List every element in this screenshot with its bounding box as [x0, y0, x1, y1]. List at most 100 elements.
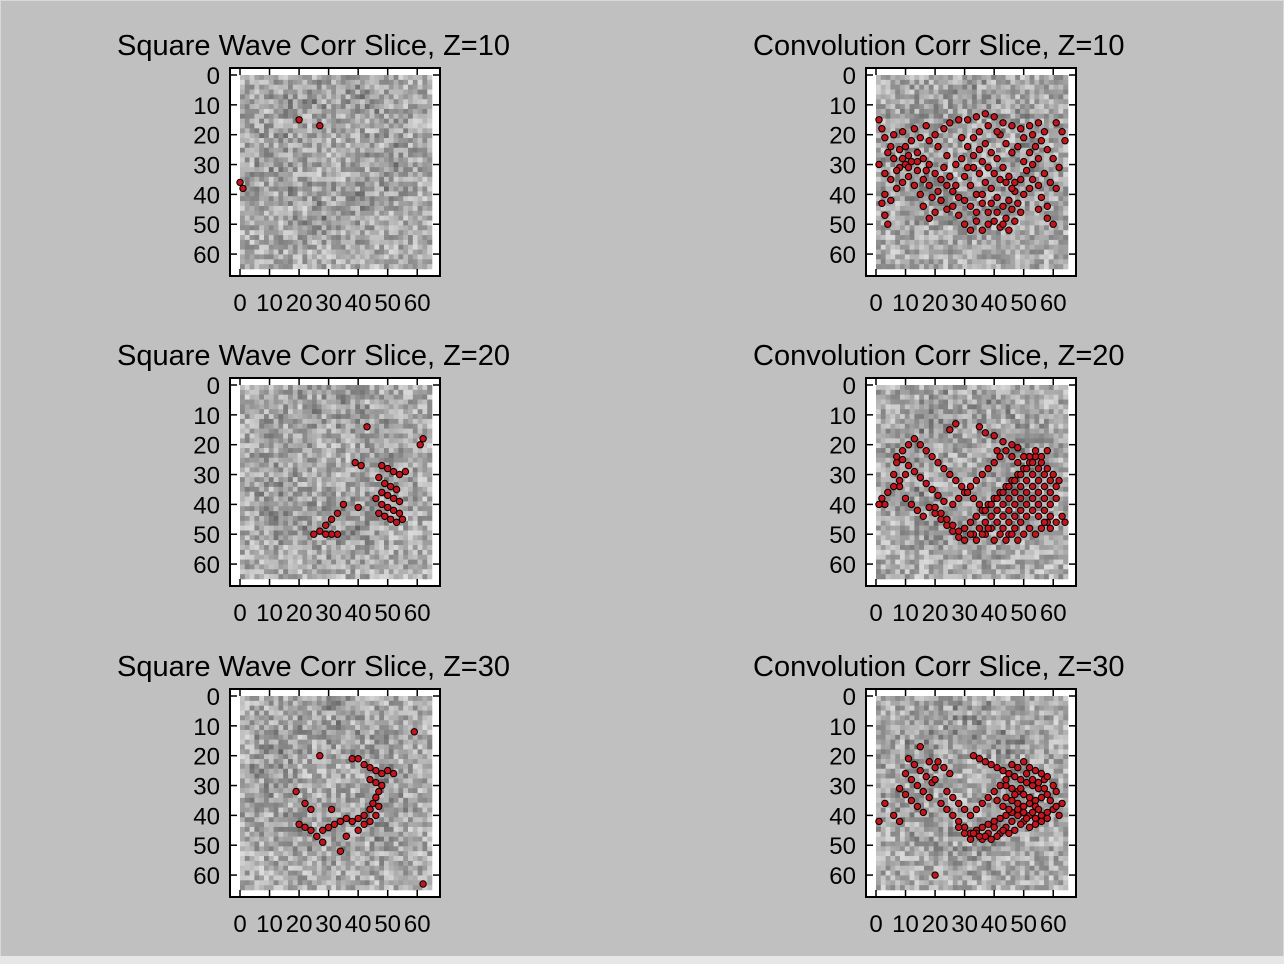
scatter-point	[322, 521, 330, 530]
scatter-point	[378, 461, 386, 470]
scatter-point	[236, 178, 244, 187]
scatter-point	[960, 196, 969, 205]
scatter-point	[1040, 506, 1049, 515]
scatter-point	[901, 470, 910, 479]
scatter-point	[1040, 169, 1049, 178]
scatter-point	[999, 438, 1007, 446]
scatter-point	[1061, 137, 1069, 145]
scatter-point	[360, 760, 368, 769]
x-tick-label: 0	[233, 911, 246, 938]
scatter-point	[1046, 488, 1054, 497]
x-tick-label: 30	[951, 290, 978, 317]
scatter-point	[975, 755, 984, 763]
scatter-point	[955, 527, 963, 535]
scatter-point	[1052, 802, 1060, 811]
scatter-point	[1008, 817, 1016, 826]
y-tick-label: 50	[193, 212, 220, 239]
scatter-point	[1022, 464, 1031, 473]
x-tick-label: 20	[922, 911, 949, 938]
y-tick-label: 20	[193, 433, 220, 460]
scatter-point	[316, 122, 324, 130]
x-tick-label: 10	[256, 600, 283, 627]
scatter-point	[1022, 778, 1031, 787]
scatter-point	[904, 441, 913, 449]
scatter-point	[963, 116, 972, 124]
scatter-point	[386, 515, 395, 524]
scatter-point	[955, 823, 963, 832]
scatter-point	[1037, 524, 1046, 533]
scatter-point	[919, 202, 927, 211]
scatter-point	[375, 509, 383, 518]
scatter-point	[999, 488, 1007, 497]
scatter-point	[381, 479, 389, 488]
scatter-point	[1005, 196, 1013, 205]
scatter-point	[1055, 476, 1063, 485]
scatter-point	[1046, 178, 1054, 187]
y-tick-label: 10	[829, 714, 856, 741]
scatter-point	[934, 458, 942, 467]
y-tick-label: 20	[829, 744, 856, 771]
x-tick-label: 20	[286, 290, 313, 317]
scatter-point	[878, 125, 886, 133]
scatter-point	[1011, 217, 1019, 225]
scatter-point	[943, 181, 951, 190]
scatter-point	[392, 485, 401, 494]
scatter-point	[955, 116, 963, 124]
scatter-point	[996, 452, 1004, 461]
scatter-point	[366, 763, 374, 772]
scatter-point	[881, 799, 889, 808]
x-tick-label: 30	[315, 290, 342, 317]
y-tick-label: 50	[193, 522, 220, 549]
y-tick-label: 60	[829, 242, 856, 269]
scatter-point	[934, 142, 942, 151]
scatter-point	[322, 530, 330, 538]
scatter-point	[372, 778, 380, 787]
scatter-point	[922, 772, 930, 781]
scatter-point	[999, 119, 1007, 127]
scatter-point	[934, 187, 942, 196]
scatter-point	[931, 208, 939, 217]
x-tick-label: 60	[404, 600, 431, 627]
scatter-point	[1011, 772, 1019, 781]
scatter-point	[401, 467, 410, 476]
scatter-point	[881, 134, 889, 142]
scatter-point	[984, 793, 992, 802]
scatter-point	[904, 151, 913, 160]
x-tick-label: 40	[981, 290, 1008, 317]
scatter-point	[990, 169, 998, 178]
scatter-point	[1052, 119, 1060, 127]
window-bottom-strip	[0, 956, 1284, 964]
scatter-point	[1011, 512, 1019, 521]
y-tick-label: 60	[193, 552, 220, 579]
scatter-point	[955, 533, 963, 541]
plot-area	[865, 377, 1077, 587]
scatter-point	[360, 820, 368, 829]
scatter-point	[1017, 482, 1025, 491]
scatter-point	[1037, 817, 1046, 826]
scatter-point	[975, 145, 984, 154]
scatter-point	[1005, 829, 1013, 838]
scatter-point	[919, 175, 927, 184]
scatter-point	[1028, 482, 1037, 491]
scatter-point	[1005, 769, 1013, 778]
scatter-point	[949, 187, 957, 196]
scatter-point	[1008, 122, 1016, 130]
scatter-point	[1017, 208, 1025, 217]
scatter-point	[898, 154, 907, 163]
scatter-point	[949, 202, 957, 211]
scatter-point	[1037, 793, 1046, 802]
scatter-point	[1005, 482, 1013, 491]
scatter-point	[937, 509, 945, 518]
scatter-point	[239, 184, 247, 193]
y-tick-label: 20	[193, 123, 220, 150]
scatter-point	[1043, 464, 1051, 473]
scatter-point	[990, 113, 998, 121]
scatter-point	[916, 766, 924, 775]
scatter-point	[901, 142, 910, 151]
scatter-point	[1037, 193, 1046, 202]
scatter-point	[984, 464, 992, 473]
scatter-point	[1002, 793, 1010, 802]
scatter-point	[1046, 796, 1054, 805]
scatter-point	[384, 491, 392, 500]
y-tick-label: 0	[207, 63, 220, 90]
